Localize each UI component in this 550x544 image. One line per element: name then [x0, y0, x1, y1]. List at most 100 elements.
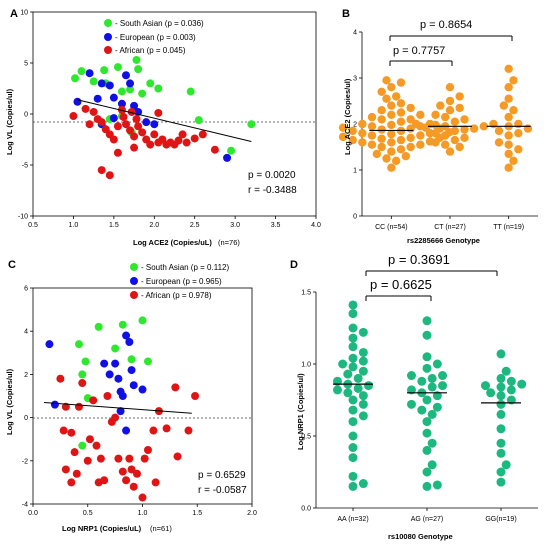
point-aa: [353, 383, 363, 393]
point-african: [85, 120, 94, 129]
panel-b-xlabel: rs2285666 Genotype: [407, 236, 480, 245]
point-european: [73, 97, 82, 106]
x-tick-label: 2.5: [190, 222, 200, 229]
point-tt: [504, 112, 513, 122]
point-south-asian: [134, 65, 143, 74]
panel-b-p-inner: p = 0.7757: [393, 45, 445, 57]
point-ct: [445, 106, 455, 115]
point-european: [109, 93, 118, 102]
point-ct: [460, 115, 469, 124]
panel-c: 0.0 0.5 1.0 1.5 2.0 -4 -2 0 2 4 6 - South Asian (p…: [5, 263, 257, 533]
point-ct: [440, 131, 450, 140]
point-ag: [427, 460, 437, 470]
point-ct: [460, 125, 469, 134]
point-tt: [514, 129, 523, 138]
point-tt: [509, 156, 518, 165]
point-cc: [406, 115, 415, 124]
point-african: [61, 465, 70, 474]
point-cc: [416, 140, 425, 149]
point-african: [171, 383, 180, 392]
point-ag: [422, 330, 432, 340]
legend-african-marker: [104, 46, 112, 54]
point-cc: [377, 87, 386, 97]
point-european: [122, 331, 131, 340]
panel-a-points: [69, 55, 256, 180]
point-south-asian: [132, 55, 141, 64]
x-tick-label: 0.5: [28, 222, 38, 229]
point-ag: [427, 409, 437, 419]
point-south-asian: [111, 344, 120, 353]
point-cc: [377, 115, 386, 124]
point-european: [105, 81, 114, 90]
point-african: [118, 467, 127, 476]
point-cc: [377, 142, 386, 152]
point-cc: [416, 131, 425, 140]
point-cc: [348, 135, 357, 145]
point-south-asian: [247, 120, 256, 129]
point-south-asian: [77, 67, 86, 76]
category-label: AA (n=32): [337, 516, 368, 523]
y-tick-label: 1.5: [301, 290, 311, 297]
point-south-asian: [127, 355, 136, 364]
point-cc: [377, 134, 386, 143]
point-european: [130, 101, 139, 110]
point-african: [56, 374, 65, 383]
point-african: [72, 469, 81, 478]
category-label: GG(n=19): [485, 516, 516, 523]
point-european: [125, 338, 134, 346]
x-tick-label: 1.5: [109, 222, 119, 229]
y-tick-label: -4: [22, 502, 28, 509]
point-ag: [417, 376, 427, 386]
category-label: CT (n=27): [434, 224, 466, 231]
point-aa: [348, 453, 358, 463]
point-african: [85, 435, 94, 444]
point-south-asian: [117, 87, 126, 96]
point-european: [45, 340, 54, 349]
point-african: [114, 454, 123, 463]
point-ag: [427, 373, 437, 383]
panel-a-regression-line: [77, 99, 252, 143]
x-tick-label: 1.0: [69, 222, 79, 229]
point-cc: [358, 119, 367, 129]
point-ag: [406, 371, 416, 381]
point-ag: [417, 405, 427, 415]
point-gg: [496, 448, 506, 458]
point-african: [89, 396, 98, 405]
point-cc: [338, 132, 348, 142]
point-european: [223, 153, 232, 162]
point-south-asian: [100, 66, 109, 75]
point-european: [100, 359, 109, 368]
point-african: [132, 115, 141, 124]
point-african: [127, 465, 136, 474]
point-cc: [367, 131, 377, 140]
point-ct: [450, 135, 460, 145]
panel-d-p-top: p = 0.3691: [388, 252, 450, 267]
point-gg: [496, 373, 506, 383]
point-ag: [422, 363, 432, 373]
y-tick-label: 0: [24, 415, 28, 422]
point-cc: [406, 142, 415, 152]
point-african: [97, 118, 106, 127]
point-african: [61, 402, 70, 411]
y-tick-label: -2: [22, 458, 28, 465]
point-european: [97, 79, 106, 88]
panel-b-points: [338, 64, 533, 172]
point-european: [142, 118, 151, 127]
category-label: TT (n=19): [493, 224, 524, 231]
y-tick-label: 2: [353, 122, 357, 129]
point-african: [121, 120, 130, 129]
legend-c-european-marker: [130, 277, 138, 285]
point-cc: [387, 83, 396, 92]
point-ag: [432, 480, 442, 490]
panel-a-ticks: 0.5 1.0 1.5 2.0 2.5 3.0 3.5 4.0 -10 -5 0 5 10: [18, 10, 321, 230]
point-aa: [348, 342, 358, 352]
point-ct: [445, 147, 455, 156]
y-tick-label: 0: [353, 214, 357, 221]
point-african: [150, 130, 159, 139]
point-african: [105, 171, 114, 180]
point-cc: [391, 92, 401, 101]
point-african: [174, 136, 183, 145]
point-tt: [523, 124, 533, 133]
point-ct: [450, 126, 460, 136]
